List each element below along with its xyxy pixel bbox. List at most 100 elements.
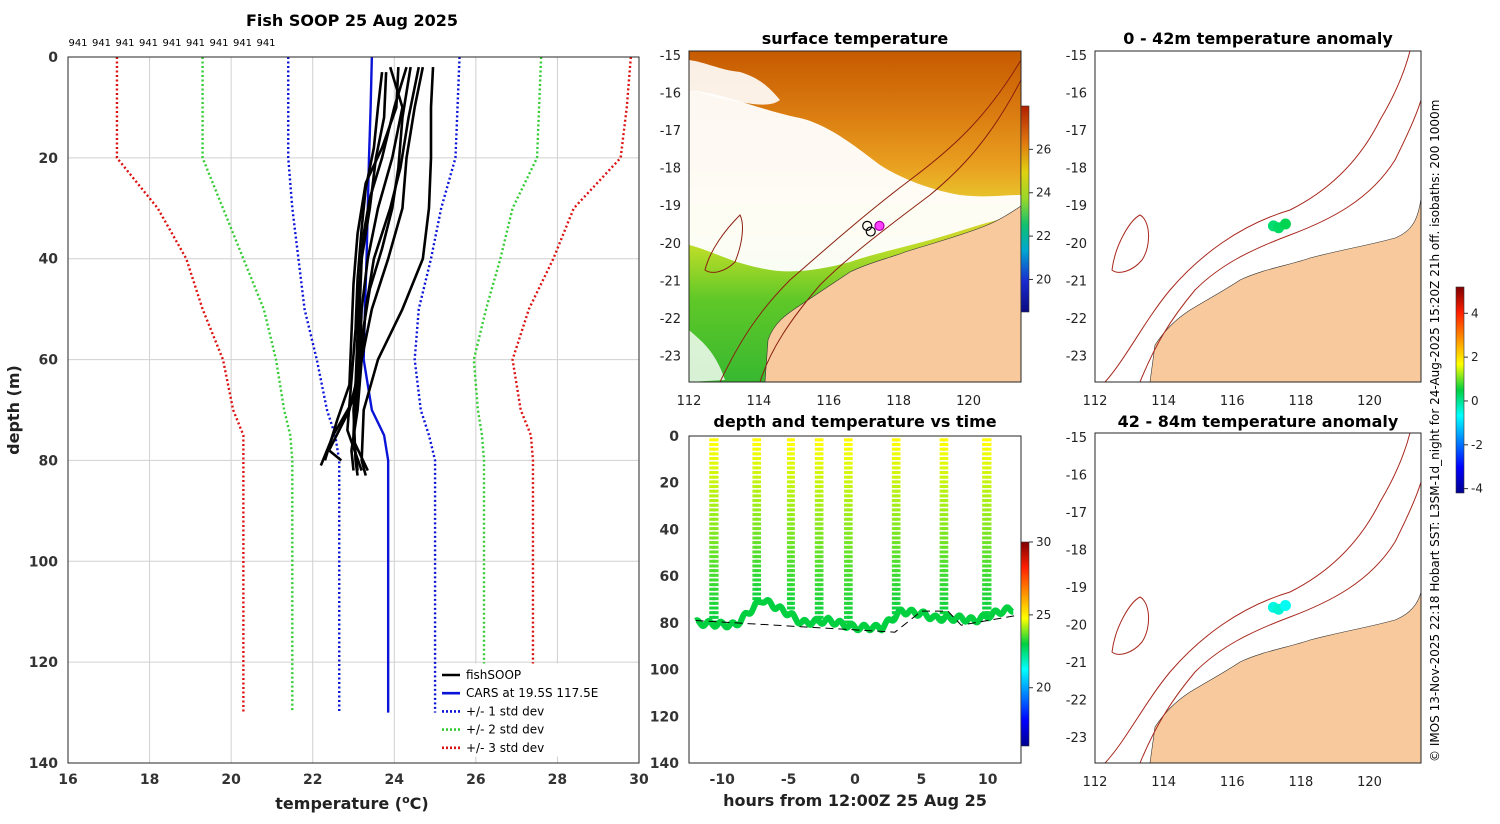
dive-sample [894, 550, 900, 553]
anomaly-lower-map: 42 - 84m temperature anomaly 112 114 116 11… [1066, 412, 1421, 790]
dive-sample [985, 536, 991, 539]
x-tick-label: 120 [1357, 394, 1382, 409]
cast-id: 941 [209, 38, 228, 49]
sst-y-ticks: -15 -16 -17 -18 -19 -20 -21 -22 -23 [660, 49, 681, 365]
dive-sample [713, 480, 719, 483]
dive-sample [985, 518, 991, 521]
y-tick-label: -19 [1066, 581, 1087, 596]
y-tick-label: 40 [660, 522, 680, 538]
colorbar-tick-label: 0 [1471, 394, 1479, 408]
anomaly-colorbar: 420-2-4 [1456, 287, 1483, 496]
dive-sample [985, 508, 991, 511]
dive-sample [713, 485, 719, 488]
dive-sample [817, 471, 823, 474]
time-series-chart: depth and temperature vs time -10 -5 0 5 10 … [650, 412, 1052, 810]
dive-sample [894, 536, 900, 539]
dive-sample [985, 550, 991, 553]
dive-sample [985, 522, 991, 525]
dive-sample [942, 550, 948, 553]
dive-sample [713, 527, 719, 530]
x-tick-label: 116 [1220, 775, 1245, 790]
y-tick-label: -19 [1066, 199, 1087, 214]
dive-sample [713, 574, 719, 577]
dive-sample [755, 574, 761, 577]
dive-sample [894, 602, 900, 605]
dive-sample [817, 452, 823, 455]
dive-sample [713, 607, 719, 610]
profile-y-ticks: 020406080100120140 [29, 50, 58, 772]
dive-sample [817, 541, 823, 544]
dive-sample [755, 527, 761, 530]
dive-sample [789, 499, 795, 502]
dive-sample [942, 448, 948, 451]
timeseries-x-ticks: -10 -5 0 5 10 [710, 772, 998, 788]
y-tick-label: 100 [650, 663, 679, 679]
dive-sample [847, 504, 853, 507]
dive-sample [985, 574, 991, 577]
dive-sample [985, 476, 991, 479]
x-tick-label: 30 [629, 772, 649, 788]
dive-sample [789, 592, 795, 595]
dive-sample [713, 448, 719, 451]
dive-sample [985, 452, 991, 455]
dive-sample [894, 471, 900, 474]
y-tick-label: -15 [660, 49, 681, 64]
dive-sample [942, 452, 948, 455]
timeseries-points [696, 438, 1015, 632]
x-tick-label: 16 [58, 772, 77, 788]
dive-sample [713, 518, 719, 521]
dive-sample [755, 462, 761, 465]
std-dev-lines [117, 57, 631, 713]
colorbar-tick-label: 24 [1036, 186, 1051, 200]
dive-sample [817, 527, 823, 530]
dive-sample [713, 536, 719, 539]
y-tick-label: 80 [39, 453, 59, 469]
dive-sample [847, 448, 853, 451]
dive-sample [894, 522, 900, 525]
dive-sample [789, 438, 795, 441]
profile-legend: fishSOOPCARS at 19.5S 117.5E+/- 1 std de… [438, 664, 618, 756]
dive-sample [789, 490, 795, 493]
bottom-trace [696, 600, 1014, 630]
dive-sample [789, 574, 795, 577]
anomaly-upper-title: 0 - 42m temperature anomaly [1123, 29, 1393, 48]
dive-sample [713, 550, 719, 553]
dive-sample [847, 499, 853, 502]
dive-sample [847, 462, 853, 465]
dive-sample [713, 541, 719, 544]
dive-sample [713, 588, 719, 591]
dive-sample [789, 485, 795, 488]
dive-sample [755, 518, 761, 521]
dive-sample [789, 522, 795, 525]
x-tick-label: 18 [140, 772, 159, 788]
dive-sample [789, 494, 795, 497]
dive-sample [847, 602, 853, 605]
y-tick-label: -23 [1066, 731, 1087, 746]
dive-sample [713, 494, 719, 497]
dive-sample [713, 452, 719, 455]
dive-sample [755, 443, 761, 446]
x-tick-label: 114 [1151, 775, 1176, 790]
dive-sample [789, 504, 795, 507]
dive-sample [942, 616, 948, 619]
anomaly-lower-basemap [1105, 433, 1421, 763]
x-tick-label: 120 [956, 394, 981, 409]
dive-sample [985, 597, 991, 600]
dive-sample [755, 602, 761, 605]
dive-sample [713, 457, 719, 460]
dive-sample [817, 560, 823, 563]
anomaly-lower-title: 42 - 84m temperature anomaly [1118, 412, 1399, 431]
y-tick-label: -15 [1066, 431, 1087, 446]
dive-sample [942, 522, 948, 525]
y-tick-label: -20 [1066, 237, 1087, 252]
dive-sample [847, 443, 853, 446]
dive-sample [985, 546, 991, 549]
dive-sample [817, 611, 823, 614]
x-tick-label: 24 [385, 772, 405, 788]
y-tick-label: 20 [660, 476, 680, 492]
dive-sample [847, 555, 853, 558]
dive-sample [755, 550, 761, 553]
dive-sample [789, 448, 795, 451]
dive-sample [755, 597, 761, 600]
dive-sample [892, 616, 898, 619]
